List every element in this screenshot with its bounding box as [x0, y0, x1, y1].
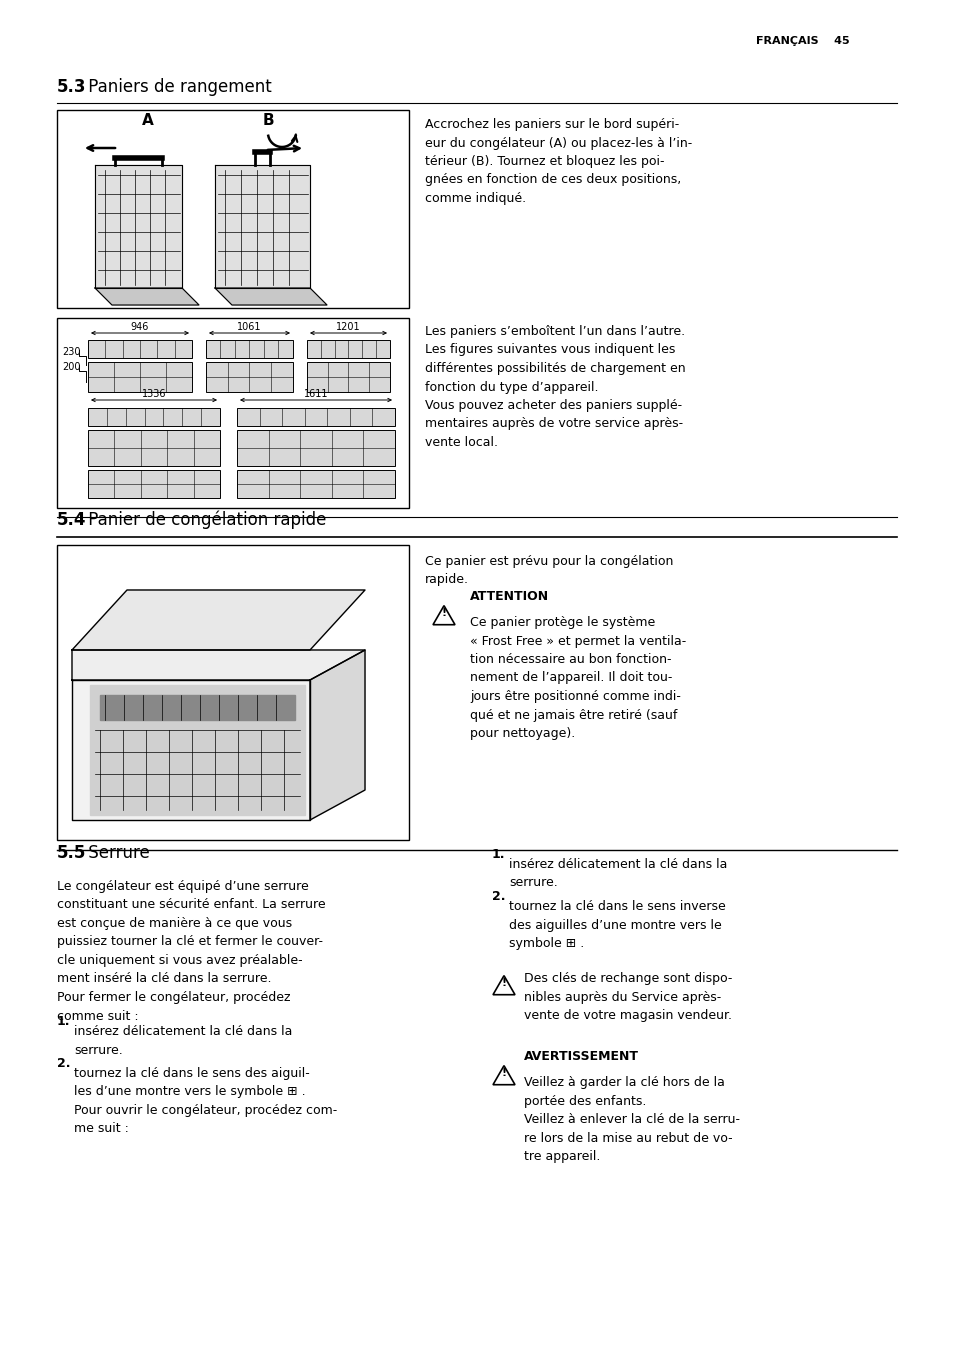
Bar	[88, 339, 192, 358]
Text: !: !	[501, 977, 506, 988]
Bar	[57, 545, 409, 840]
Text: ATTENTION: ATTENTION	[470, 589, 549, 603]
Polygon shape	[95, 165, 182, 288]
Text: 1336: 1336	[142, 389, 166, 399]
Text: 230: 230	[62, 347, 80, 357]
Bar	[307, 362, 390, 392]
Bar	[236, 470, 395, 498]
Polygon shape	[71, 650, 365, 680]
Polygon shape	[310, 650, 365, 821]
Text: Panier de congélation rapide: Panier de congélation rapide	[83, 511, 326, 529]
Bar	[88, 430, 220, 466]
Bar	[88, 408, 220, 426]
Text: Ce panier protège le système
« Frost Free » et permet la ventila-
tion nécessair: Ce panier protège le système « Frost Fre…	[470, 617, 685, 740]
Text: Paniers de rangement: Paniers de rangement	[83, 78, 272, 96]
Bar	[236, 408, 395, 426]
Text: insérez délicatement la clé dans la
serrure.: insérez délicatement la clé dans la serr…	[509, 859, 726, 890]
Bar	[88, 362, 192, 392]
Bar	[206, 339, 293, 358]
Text: 1201: 1201	[335, 322, 360, 333]
Bar	[88, 470, 220, 498]
Text: FRANÇAIS    45: FRANÇAIS 45	[755, 37, 849, 46]
Polygon shape	[71, 589, 365, 650]
Polygon shape	[71, 680, 310, 821]
Text: Le congélateur est équipé d’une serrure
constituant une sécurité enfant. La serr: Le congélateur est équipé d’une serrure …	[57, 880, 325, 1022]
Bar	[206, 362, 293, 392]
Text: B: B	[262, 114, 274, 128]
Text: 1061: 1061	[236, 322, 261, 333]
Text: Des clés de rechange sont dispo-
nibles auprès du Service après-
vente de votre : Des clés de rechange sont dispo- nibles …	[523, 972, 732, 1022]
Bar	[57, 110, 409, 308]
Text: A: A	[142, 114, 153, 128]
Text: 1611: 1611	[303, 389, 328, 399]
Text: tournez la clé dans le sens des aiguil-
les d’une montre vers le symbole ⊞ .
Pou: tournez la clé dans le sens des aiguil- …	[74, 1067, 337, 1136]
Text: Ce panier est prévu pour la congélation
rapide.: Ce panier est prévu pour la congélation …	[424, 556, 673, 587]
Text: 1.: 1.	[492, 848, 505, 861]
Text: Les paniers s’emboîtent l’un dans l’autre.
Les figures suivantes vous indiquent : Les paniers s’emboîtent l’un dans l’autr…	[424, 324, 685, 449]
Text: !: !	[501, 1068, 506, 1078]
Polygon shape	[100, 695, 294, 721]
Text: 946: 946	[131, 322, 149, 333]
Text: 5.5: 5.5	[57, 844, 87, 863]
Bar	[57, 318, 409, 508]
Text: 2.: 2.	[57, 1057, 71, 1069]
Text: 5.3: 5.3	[57, 78, 87, 96]
Polygon shape	[90, 685, 305, 815]
Text: tournez la clé dans le sens inverse
des aiguilles d’une montre vers le
symbole ⊞: tournez la clé dans le sens inverse des …	[509, 900, 725, 950]
Text: insérez délicatement la clé dans la
serrure.: insérez délicatement la clé dans la serr…	[74, 1025, 292, 1056]
Polygon shape	[214, 165, 310, 288]
Text: AVERTISSEMENT: AVERTISSEMENT	[523, 1051, 639, 1063]
Polygon shape	[95, 288, 199, 306]
Text: Serrure: Serrure	[83, 844, 150, 863]
Text: 1.: 1.	[57, 1015, 71, 1028]
Bar	[307, 339, 390, 358]
Text: Accrochez les paniers sur le bord supéri-
eur du congélateur (A) ou placez-les à: Accrochez les paniers sur le bord supéri…	[424, 118, 692, 206]
Polygon shape	[214, 288, 327, 306]
Text: 5.4: 5.4	[57, 511, 87, 529]
Bar	[236, 430, 395, 466]
Text: 2.: 2.	[492, 890, 505, 903]
Text: !: !	[441, 608, 446, 618]
Text: Veillez à garder la clé hors de la
portée des enfants.
Veillez à enlever la clé : Veillez à garder la clé hors de la porté…	[523, 1076, 740, 1163]
Text: 200: 200	[62, 362, 80, 372]
